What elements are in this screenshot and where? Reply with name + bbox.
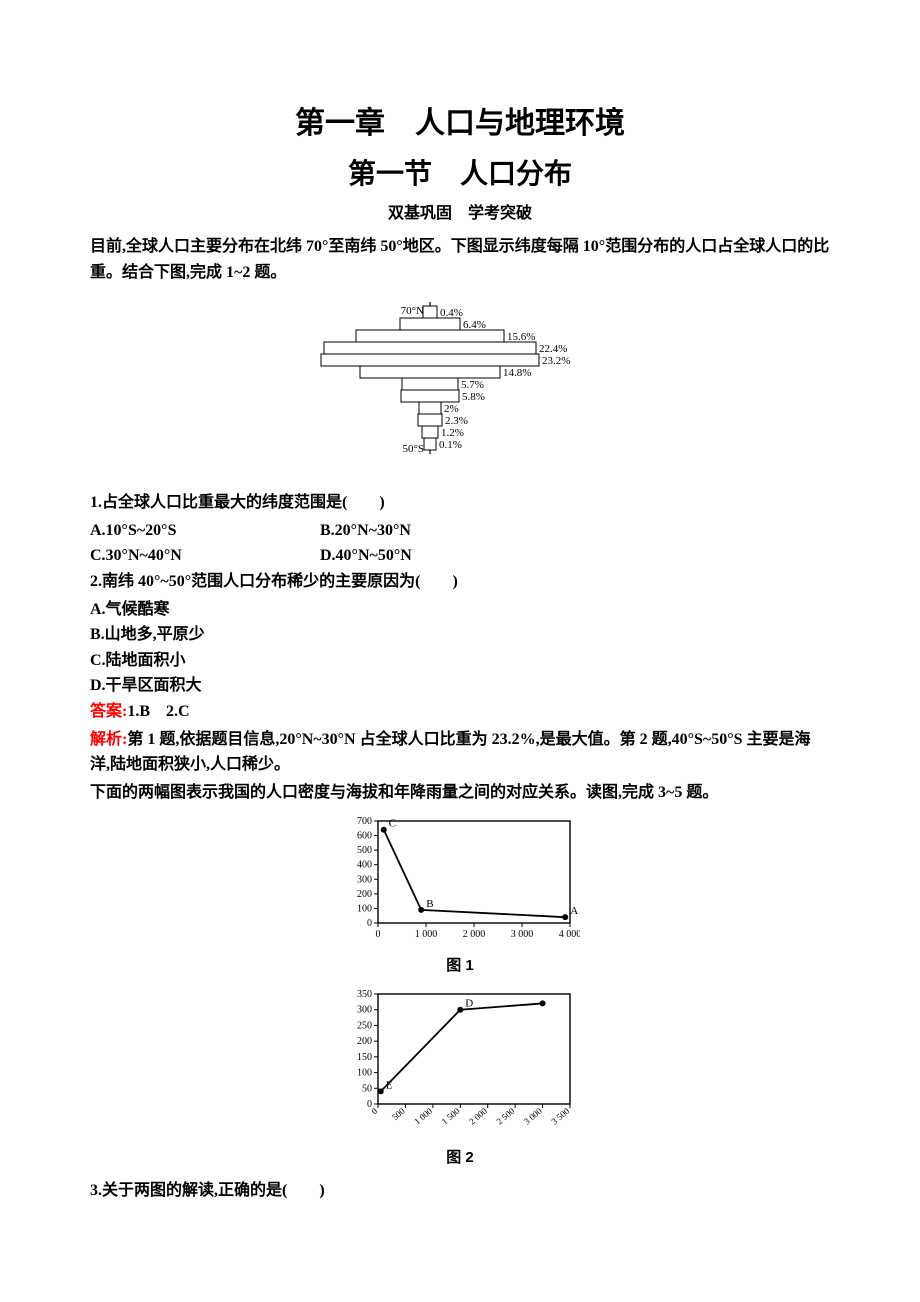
svg-text:5.7%: 5.7% (461, 379, 484, 391)
svg-text:0.4%: 0.4% (440, 307, 463, 319)
figure-2: 05010015020025030035005001 0001 5002 000… (90, 986, 830, 1171)
chapter-title: 第一章 人口与地理环境 (90, 100, 830, 148)
svg-text:200: 200 (357, 889, 372, 900)
q1-opt-d: D.40°N~50°N (320, 543, 550, 569)
svg-text:400: 400 (357, 860, 372, 871)
svg-text:350: 350 (357, 989, 372, 1000)
q2-opt-c: C.陆地面积小 (90, 648, 830, 674)
svg-text:3 500: 3 500 (549, 1105, 571, 1126)
svg-text:C: C (389, 818, 396, 830)
svg-text:4 000: 4 000 (559, 929, 580, 940)
svg-text:70°N: 70°N (401, 305, 424, 317)
intro-paragraph: 目前,全球人口主要分布在北纬 70°至南纬 50°地区。下图显示纬度每隔 10°… (90, 234, 830, 285)
svg-text:1 000: 1 000 (415, 929, 438, 940)
svg-text:500: 500 (390, 1105, 407, 1122)
svg-text:5.8%: 5.8% (462, 391, 485, 403)
svg-text:150: 150 (357, 1052, 372, 1063)
svg-text:250: 250 (357, 1020, 372, 1031)
analysis-text: 第 1 题,依据题目信息,20°N~30°N 占全球人口比重为 23.2%,是最… (90, 731, 811, 774)
subtitle: 双基巩固 学考突破 (90, 201, 830, 227)
svg-text:2 500: 2 500 (494, 1105, 516, 1126)
svg-text:B: B (426, 898, 433, 910)
svg-text:300: 300 (357, 1005, 372, 1016)
analysis-line: 解析:第 1 题,依据题目信息,20°N~30°N 占全球人口比重为 23.2%… (90, 727, 830, 778)
svg-text:14.8%: 14.8% (503, 367, 531, 379)
q2-stem: 2.南纬 40°~50°范围人口分布稀少的主要原因为( ) (90, 569, 830, 595)
svg-text:2%: 2% (444, 403, 459, 415)
intro-paragraph-2: 下面的两幅图表示我国的人口密度与海拔和年降雨量之间的对应关系。读图,完成 3~5… (90, 780, 830, 806)
svg-text:300: 300 (357, 875, 372, 886)
svg-text:2 000: 2 000 (467, 1105, 489, 1126)
analysis-label: 解析: (90, 731, 127, 748)
svg-text:500: 500 (357, 845, 372, 856)
fig1-caption: 图 1 (90, 954, 830, 978)
svg-text:600: 600 (357, 831, 372, 842)
answer-label: 答案: (90, 703, 127, 720)
svg-text:700: 700 (357, 816, 372, 827)
q1-opt-c: C.30°N~40°N (90, 543, 320, 569)
svg-text:3 000: 3 000 (522, 1105, 544, 1126)
svg-text:200: 200 (357, 1036, 372, 1047)
svg-text:1 500: 1 500 (440, 1105, 462, 1126)
q2-opt-b: B.山地多,平原少 (90, 622, 830, 648)
answer-text: 1.B 2.C (127, 703, 189, 720)
answer-line: 答案:1.B 2.C (90, 699, 830, 725)
fig2-caption: 图 2 (90, 1146, 830, 1170)
svg-text:22.4%: 22.4% (539, 343, 567, 355)
pyramid-chart: 70°N 50°S 0.4%6.4% 15.6% 22.4%23.2% 14.8% 5.7%… (90, 294, 830, 483)
svg-text:3 000: 3 000 (511, 929, 534, 940)
svg-text:A: A (570, 905, 578, 917)
figure-1: 0 100 200 300 400 500 600 700 0 1 000 2 000 3 000 4 … (90, 813, 830, 978)
svg-text:0: 0 (367, 918, 372, 929)
section-title: 第一节 人口分布 (90, 152, 830, 197)
svg-text:2 000: 2 000 (463, 929, 486, 940)
svg-text:2.3%: 2.3% (445, 415, 468, 427)
svg-text:100: 100 (357, 904, 372, 915)
svg-text:23.2%: 23.2% (542, 355, 570, 367)
svg-text:100: 100 (357, 1067, 372, 1078)
svg-text:0.1%: 0.1% (439, 439, 462, 451)
svg-text:15.6%: 15.6% (507, 331, 535, 343)
q1-stem: 1.占全球人口比重最大的纬度范围是( ) (90, 490, 830, 516)
svg-text:50°S: 50°S (402, 443, 424, 455)
q1-opt-b: B.20°N~30°N (320, 518, 550, 544)
svg-text:1.2%: 1.2% (441, 427, 464, 439)
svg-text:D: D (465, 998, 473, 1010)
q2-opt-d: D.干旱区面积大 (90, 673, 830, 699)
svg-text:1 000: 1 000 (412, 1105, 434, 1126)
svg-text:50: 50 (362, 1083, 372, 1094)
svg-text:6.4%: 6.4% (463, 319, 486, 331)
q3-stem: 3.关于两图的解读,正确的是( ) (90, 1178, 830, 1204)
q1-opt-a: A.10°S~20°S (90, 518, 320, 544)
svg-text:0: 0 (376, 929, 381, 940)
q2-opt-a: A.气候酷寒 (90, 597, 830, 623)
svg-text:E: E (386, 1079, 393, 1091)
